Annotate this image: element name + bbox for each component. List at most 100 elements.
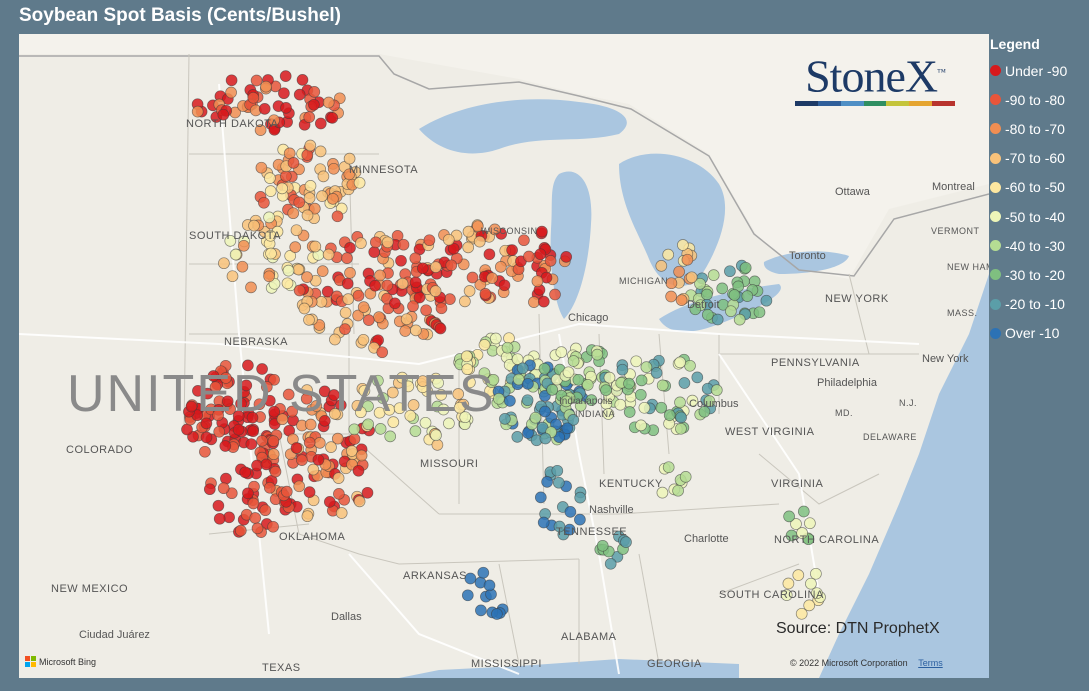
- basis-point[interactable]: [493, 392, 505, 405]
- basis-point[interactable]: [716, 282, 729, 295]
- legend-item[interactable]: Under -90: [990, 56, 1089, 85]
- basis-point[interactable]: [256, 363, 268, 375]
- basis-point[interactable]: [329, 408, 341, 420]
- basis-point[interactable]: [760, 294, 773, 307]
- basis-point[interactable]: [459, 295, 471, 308]
- basis-point[interactable]: [191, 105, 204, 118]
- basis-point[interactable]: [301, 510, 314, 523]
- basis-point[interactable]: [630, 355, 643, 368]
- basis-point[interactable]: [675, 411, 687, 424]
- basis-point[interactable]: [357, 301, 370, 313]
- basis-point[interactable]: [560, 251, 573, 263]
- basis-point[interactable]: [217, 108, 230, 121]
- basis-point[interactable]: [310, 400, 323, 412]
- basis-point[interactable]: [725, 305, 737, 318]
- basis-point[interactable]: [435, 302, 448, 315]
- basis-point[interactable]: [635, 419, 647, 432]
- basis-point[interactable]: [316, 265, 329, 277]
- basis-point[interactable]: [534, 491, 547, 504]
- legend-item[interactable]: -50 to -40: [990, 202, 1089, 231]
- basis-point[interactable]: [287, 207, 300, 220]
- basis-point[interactable]: [201, 387, 214, 400]
- basis-point[interactable]: [242, 359, 254, 372]
- basis-point[interactable]: [539, 432, 552, 445]
- basis-point[interactable]: [707, 269, 720, 281]
- basis-point[interactable]: [655, 260, 668, 272]
- basis-point[interactable]: [616, 363, 629, 376]
- basis-point[interactable]: [479, 288, 492, 300]
- basis-point[interactable]: [352, 289, 365, 302]
- basis-point[interactable]: [362, 314, 375, 326]
- basis-point[interactable]: [638, 401, 651, 414]
- basis-point[interactable]: [343, 152, 356, 165]
- basis-point[interactable]: [303, 486, 316, 498]
- basis-point[interactable]: [355, 449, 368, 462]
- basis-point[interactable]: [289, 241, 302, 253]
- basis-point[interactable]: [203, 483, 216, 496]
- basis-point[interactable]: [724, 265, 736, 278]
- basis-point[interactable]: [602, 408, 615, 420]
- basis-point[interactable]: [504, 395, 516, 407]
- basis-point[interactable]: [541, 476, 553, 488]
- basis-point[interactable]: [263, 211, 275, 224]
- basis-point[interactable]: [308, 98, 320, 111]
- basis-point[interactable]: [596, 539, 609, 552]
- basis-point[interactable]: [407, 399, 420, 411]
- basis-point[interactable]: [475, 604, 487, 617]
- basis-point[interactable]: [247, 497, 260, 510]
- basis-point[interactable]: [460, 350, 473, 363]
- basis-point[interactable]: [258, 196, 270, 209]
- basis-point[interactable]: [572, 373, 585, 386]
- basis-point[interactable]: [304, 418, 317, 431]
- basis-point[interactable]: [287, 157, 300, 169]
- basis-point[interactable]: [260, 381, 273, 393]
- basis-point[interactable]: [339, 323, 351, 335]
- basis-point[interactable]: [267, 448, 280, 461]
- basis-point[interactable]: [268, 373, 280, 386]
- basis-point[interactable]: [689, 303, 702, 316]
- basis-point[interactable]: [326, 112, 339, 124]
- basis-point[interactable]: [354, 406, 367, 419]
- basis-point[interactable]: [314, 145, 327, 158]
- basis-point[interactable]: [477, 566, 490, 579]
- basis-point[interactable]: [318, 415, 331, 427]
- basis-point[interactable]: [268, 405, 281, 418]
- basis-point[interactable]: [435, 389, 447, 401]
- basis-point[interactable]: [217, 482, 230, 495]
- basis-point[interactable]: [258, 103, 271, 115]
- basis-point[interactable]: [452, 388, 465, 400]
- basis-point[interactable]: [795, 607, 808, 620]
- basis-point[interactable]: [245, 281, 257, 294]
- basis-point[interactable]: [686, 394, 699, 407]
- basis-point[interactable]: [529, 411, 542, 424]
- basis-point[interactable]: [429, 285, 442, 297]
- basis-point[interactable]: [276, 182, 288, 195]
- basis-point[interactable]: [464, 572, 477, 585]
- basis-point[interactable]: [539, 405, 551, 418]
- basis-point[interactable]: [662, 248, 675, 261]
- basis-point[interactable]: [694, 277, 706, 290]
- basis-point[interactable]: [443, 417, 455, 430]
- basis-point[interactable]: [567, 414, 580, 426]
- basis-point[interactable]: [329, 333, 341, 346]
- basis-point[interactable]: [263, 270, 275, 283]
- basis-point[interactable]: [280, 102, 292, 114]
- basis-point[interactable]: [489, 332, 502, 345]
- basis-point[interactable]: [327, 162, 340, 175]
- basis-point[interactable]: [331, 432, 344, 445]
- basis-point[interactable]: [259, 504, 272, 517]
- basis-point[interactable]: [650, 367, 663, 379]
- basis-point[interactable]: [553, 520, 566, 533]
- basis-point[interactable]: [782, 577, 795, 590]
- basis-point[interactable]: [355, 237, 367, 249]
- basis-point[interactable]: [604, 557, 617, 570]
- basis-point[interactable]: [790, 518, 802, 530]
- basis-point[interactable]: [293, 196, 306, 209]
- basis-point[interactable]: [662, 461, 675, 474]
- basis-point[interactable]: [226, 270, 239, 283]
- basis-point[interactable]: [416, 262, 429, 275]
- basis-point[interactable]: [212, 499, 225, 512]
- basis-point[interactable]: [656, 486, 669, 499]
- basis-point[interactable]: [634, 388, 647, 401]
- basis-point[interactable]: [423, 234, 436, 247]
